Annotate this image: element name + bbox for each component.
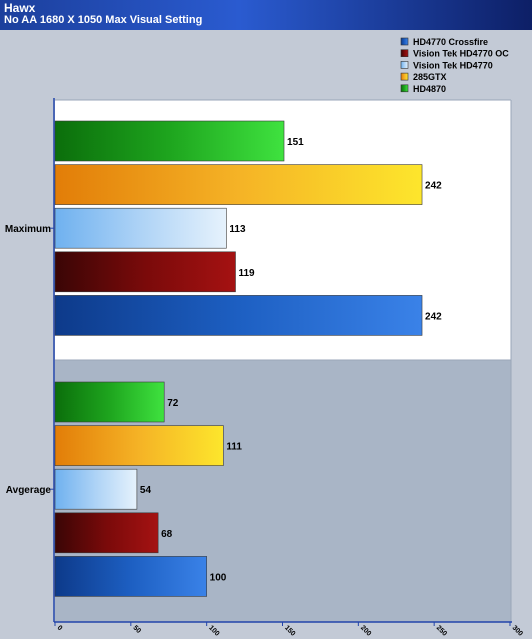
bar-maximum-285gtx <box>54 164 423 205</box>
bar-maximum-vision-tek-hd4770 <box>54 207 227 249</box>
bar-maximum-hd4770-crossfire <box>54 295 423 336</box>
data-label-avgerage-285gtx: 111 <box>226 442 242 453</box>
legend-swatch-vision-tek-hd4770-oc <box>400 49 409 58</box>
data-label-maximum-285gtx: 242 <box>425 181 442 192</box>
chart-subtitle: No AA 1680 X 1050 Max Visual Setting <box>4 14 203 26</box>
data-label-avgerage-vision-tek-hd4770-oc: 68 <box>161 529 173 540</box>
x-tick-label-0: 0 <box>56 624 64 632</box>
data-label-maximum-hd4770-crossfire: 242 <box>425 311 442 322</box>
bar-avgerage-hd4770-crossfire <box>54 556 207 597</box>
bar-maximum-vision-tek-hd4770-oc <box>54 251 236 293</box>
bar-avgerage-285gtx <box>54 425 224 466</box>
legend-swatch-hd4770-crossfire <box>400 37 409 46</box>
chart-title: Hawx <box>4 1 36 15</box>
category-labels: Maximum Avgerage <box>5 224 54 496</box>
data-label-maximum-vision-tek-hd4770: 113 <box>229 224 246 235</box>
bar-avgerage-vision-tek-hd4770 <box>54 468 138 510</box>
data-label-avgerage-vision-tek-hd4770: 54 <box>140 485 152 496</box>
legend-swatch-285gtx <box>400 72 409 81</box>
x-tick-label-50: 50 <box>131 624 142 635</box>
data-label-maximum-hd4870: 151 <box>287 137 304 148</box>
data-label-avgerage-hd4870: 72 <box>167 398 179 409</box>
legend-swatch-vision-tek-hd4770 <box>400 61 409 69</box>
legend-label-hd4870: HD4870 <box>413 84 446 94</box>
legend-label-vision-tek-hd4770: Vision Tek HD4770 <box>413 60 493 70</box>
data-label-avgerage-hd4770-crossfire: 100 <box>210 572 227 583</box>
legend-label-vision-tek-hd4770-oc: Vision Tek HD4770 OC <box>413 49 509 59</box>
category-label-maximum: Maximum <box>5 224 51 235</box>
legend-swatch-hd4870 <box>400 84 409 93</box>
legend-label-hd4770-crossfire: HD4770 Crossfire <box>413 37 488 47</box>
category-label-avgerage: Avgerage <box>6 485 52 496</box>
bar-avgerage-hd4870 <box>54 381 165 423</box>
bar-maximum-hd4870 <box>54 120 285 162</box>
bars-layer: 151 242 113 119 242 72 111 54 68 100 <box>54 120 442 597</box>
legend-label-285gtx: 285GTX <box>413 72 447 82</box>
chart-header: Hawx No AA 1680 X 1050 Max Visual Settin… <box>0 0 532 30</box>
data-label-maximum-vision-tek-hd4770-oc: 119 <box>238 268 255 279</box>
bar-avgerage-vision-tek-hd4770-oc <box>54 512 159 554</box>
legend: HD4770 Crossfire Vision Tek HD4770 OCVisi… <box>400 37 509 94</box>
